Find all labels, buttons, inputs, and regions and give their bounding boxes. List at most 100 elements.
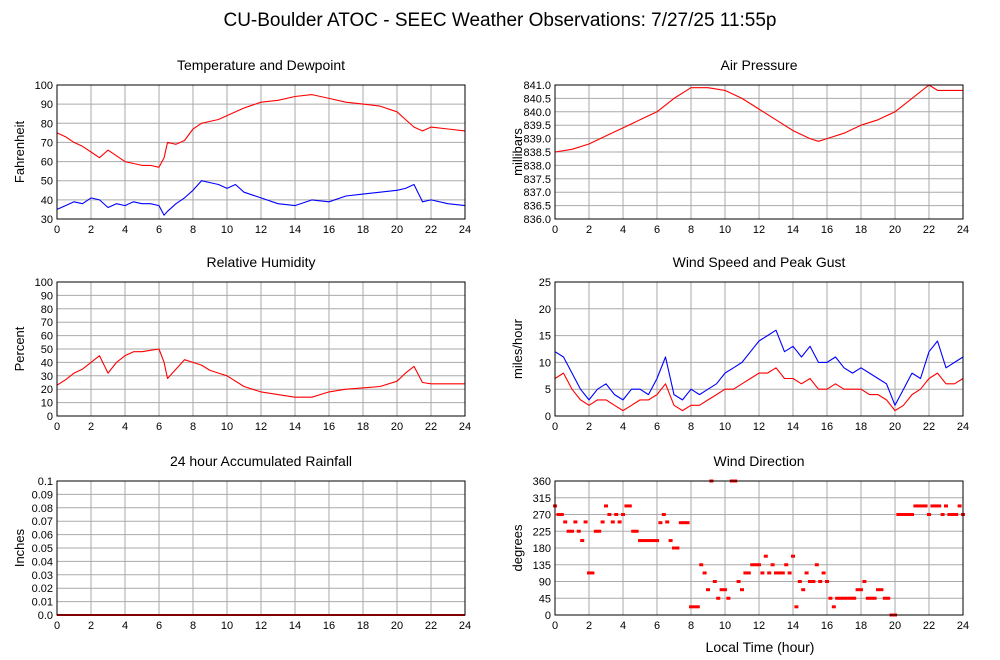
direction-point bbox=[865, 596, 870, 600]
rain-xtick-label: 2 bbox=[88, 620, 94, 632]
direction-point bbox=[825, 580, 829, 583]
direction-point bbox=[910, 513, 914, 516]
pressure-xtick-label: 8 bbox=[688, 224, 694, 236]
pressure-xtick-label: 2 bbox=[586, 224, 592, 236]
direction-point bbox=[916, 504, 921, 508]
direction-point bbox=[651, 539, 656, 543]
direction-point bbox=[614, 513, 619, 516]
humidity-ytick-label: 10 bbox=[41, 398, 53, 410]
direction-point bbox=[661, 513, 666, 516]
pressure-ytick-label: 838.5 bbox=[523, 147, 551, 159]
temp-ytick-label: 60 bbox=[41, 157, 53, 169]
rain-ytick-label: 0.02 bbox=[32, 583, 53, 595]
direction-point bbox=[920, 504, 925, 508]
direction-point bbox=[655, 539, 659, 543]
rain-ytick-label: 0.04 bbox=[32, 556, 53, 568]
rain-xtick-label: 16 bbox=[323, 620, 335, 632]
rain-xtick-label: 14 bbox=[289, 620, 301, 632]
direction-ytick-label: 315 bbox=[533, 493, 551, 505]
direction-point bbox=[930, 504, 935, 508]
humidity-ytick-label: 30 bbox=[41, 371, 53, 383]
direction-point bbox=[590, 571, 595, 575]
direction-ytick-label: 270 bbox=[533, 510, 551, 522]
direction-point bbox=[682, 521, 687, 525]
temp-ytick-label: 70 bbox=[41, 137, 53, 149]
direction-ytick-label: 135 bbox=[533, 560, 551, 572]
direction-point bbox=[804, 571, 809, 575]
direction-point bbox=[638, 539, 642, 543]
humidity-frame bbox=[56, 281, 466, 417]
rain-xtick-label: 18 bbox=[357, 620, 369, 632]
direction-ytick-label: 360 bbox=[533, 476, 551, 488]
rain-ytick-label: 0.08 bbox=[32, 503, 53, 515]
direction-point bbox=[818, 580, 823, 583]
pressure-ytick-label: 836.0 bbox=[523, 214, 551, 226]
direction-point bbox=[876, 588, 880, 592]
rain-ytick-label: 0.05 bbox=[32, 543, 53, 555]
humidity-ytick-label: 0 bbox=[47, 411, 53, 423]
wind-series-line-1 bbox=[554, 367, 964, 412]
rain-ytick-label: 0.03 bbox=[32, 570, 53, 582]
humidity-xtick-label: 16 bbox=[323, 421, 335, 433]
direction-point bbox=[852, 596, 857, 600]
rain-title: 24 hour Accumulated Rainfall bbox=[170, 453, 352, 469]
wind-xtick-label: 10 bbox=[719, 421, 731, 433]
direction-xtick-label: 4 bbox=[620, 620, 626, 632]
direction-point bbox=[845, 596, 850, 600]
rain-xtick-label: 6 bbox=[156, 620, 162, 632]
humidity-xtick-label: 12 bbox=[255, 421, 267, 433]
humidity-ytick-label: 70 bbox=[41, 317, 53, 329]
temp-xtick-label: 22 bbox=[425, 224, 437, 236]
direction-point bbox=[879, 588, 884, 592]
direction-point bbox=[954, 513, 959, 516]
humidity-ytick-label: 20 bbox=[41, 384, 53, 396]
direction-point bbox=[746, 571, 751, 575]
wind-series-line-0 bbox=[554, 329, 964, 406]
direction-point bbox=[814, 563, 819, 567]
direction-point bbox=[607, 513, 612, 516]
rain-xtick-label: 20 bbox=[391, 620, 403, 632]
temp-xtick-label: 2 bbox=[88, 224, 94, 236]
figure-title: CU-Boulder ATOC - SEEC Weather Observati… bbox=[223, 10, 776, 31]
rain-ytick-label: 0.09 bbox=[32, 489, 53, 501]
rain-frame bbox=[56, 480, 466, 616]
temp-xtick-label: 6 bbox=[156, 224, 162, 236]
wind-xtick-label: 8 bbox=[688, 421, 694, 433]
temp-xtick-label: 10 bbox=[221, 224, 233, 236]
direction-point bbox=[947, 513, 952, 516]
direction-ytick-label: 0 bbox=[545, 610, 551, 622]
rain-xtick-label: 24 bbox=[459, 620, 471, 632]
direction-xtick-label: 10 bbox=[719, 620, 731, 632]
direction-point bbox=[743, 571, 748, 575]
temp-xtick-label: 14 bbox=[289, 224, 301, 236]
temp-ytick-label: 100 bbox=[35, 80, 53, 92]
direction-point bbox=[658, 521, 663, 525]
temp-xtick-label: 4 bbox=[122, 224, 128, 236]
pressure-ytick-label: 836.5 bbox=[523, 201, 551, 213]
pressure-xtick-label: 6 bbox=[654, 224, 660, 236]
direction-xtick-label: 24 bbox=[957, 620, 969, 632]
temp-series-line-0 bbox=[56, 94, 466, 168]
rain-ylabel: Inches bbox=[12, 528, 27, 567]
pressure-ylabel: millibars bbox=[510, 128, 525, 176]
direction-point bbox=[869, 596, 874, 600]
pressure-xtick-label: 22 bbox=[923, 224, 935, 236]
rain-ytick-label: 0.07 bbox=[32, 516, 53, 528]
direction-point bbox=[774, 571, 778, 575]
direction-point bbox=[753, 563, 758, 567]
temp-xtick-label: 24 bbox=[459, 224, 471, 236]
wind-frame bbox=[554, 281, 964, 417]
direction-point bbox=[668, 539, 673, 543]
direction-point bbox=[706, 588, 710, 592]
pressure-xtick-label: 12 bbox=[753, 224, 765, 236]
wind-title: Wind Speed and Peak Gust bbox=[673, 254, 846, 270]
direction-point bbox=[780, 571, 785, 575]
humidity-xtick-label: 0 bbox=[54, 421, 60, 433]
temp-xtick-label: 8 bbox=[190, 224, 196, 236]
direction-point bbox=[587, 571, 591, 575]
direction-point bbox=[576, 529, 581, 533]
direction-point bbox=[617, 520, 622, 524]
